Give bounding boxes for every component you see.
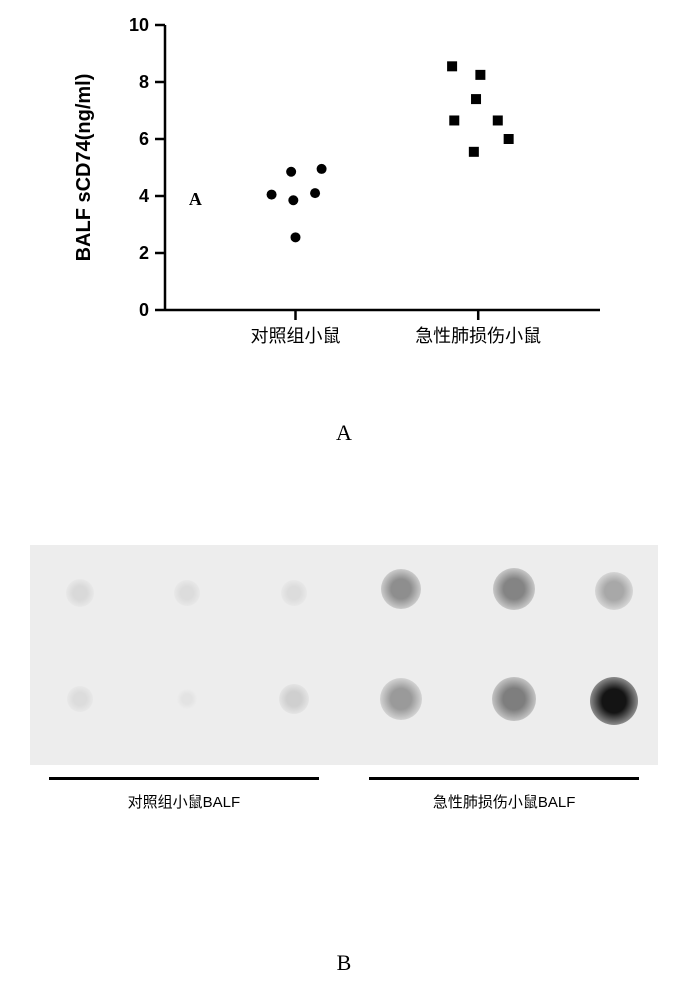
blot-dot xyxy=(177,689,197,709)
svg-text:8: 8 xyxy=(139,72,149,92)
svg-text:6: 6 xyxy=(139,129,149,149)
blot-dot xyxy=(279,684,309,714)
data-point-circle xyxy=(288,195,298,205)
group-underline xyxy=(49,777,319,780)
group-label: 急性肺损伤小鼠BALF xyxy=(433,791,576,812)
figure-container: 0246810BALF sCD74(ng/ml)对照组小鼠急性肺损伤小鼠A A … xyxy=(0,0,688,1000)
blot-dot xyxy=(590,677,638,725)
data-point-square xyxy=(447,61,457,71)
svg-text:2: 2 xyxy=(139,243,149,263)
data-point-circle xyxy=(317,164,327,174)
blot-dot xyxy=(492,677,536,721)
svg-text:4: 4 xyxy=(139,186,149,206)
x-category-label: 急性肺损伤小鼠 xyxy=(415,326,541,346)
group-label: 对照组小鼠BALF xyxy=(128,791,241,812)
group-underline xyxy=(369,777,639,780)
data-point-square xyxy=(475,70,485,80)
in-plot-annotation: A xyxy=(189,189,202,209)
data-point-circle xyxy=(286,167,296,177)
data-point-circle xyxy=(310,188,320,198)
panel-b-label: B xyxy=(337,950,352,976)
data-point-square xyxy=(449,115,459,125)
data-point-circle xyxy=(291,232,301,242)
panel-a-chart: 0 2 4 6 8 10 BALF sCD74(ng/ml) 对照组小鼠 急性肺损伤小鼠 A xyxy=(60,10,620,370)
data-point-square xyxy=(469,147,479,157)
blot-dot xyxy=(381,569,421,609)
panel-b-background xyxy=(30,545,658,765)
data-point-square xyxy=(471,94,481,104)
svg-text:10: 10 xyxy=(129,15,149,35)
blot-dot xyxy=(281,580,307,606)
x-category-label: 对照组小鼠 xyxy=(251,326,341,346)
data-point-circle xyxy=(267,190,277,200)
data-point-square xyxy=(504,134,514,144)
panel-a-label: A xyxy=(336,420,352,446)
panel-b-blot: 对照组小鼠BALF 急性肺损伤小鼠BALF xyxy=(30,545,658,825)
blot-dot xyxy=(595,572,633,610)
svg-text:0: 0 xyxy=(139,300,149,320)
blot-dot xyxy=(493,568,535,610)
y-axis-label: BALF sCD74(ng/ml) xyxy=(73,74,95,262)
data-point-square xyxy=(493,115,503,125)
blot-dot xyxy=(380,678,422,720)
panel-a-svg: 0 2 4 6 8 10 BALF sCD74(ng/ml) 对照组小鼠 急性肺损伤小鼠 A xyxy=(60,10,620,370)
